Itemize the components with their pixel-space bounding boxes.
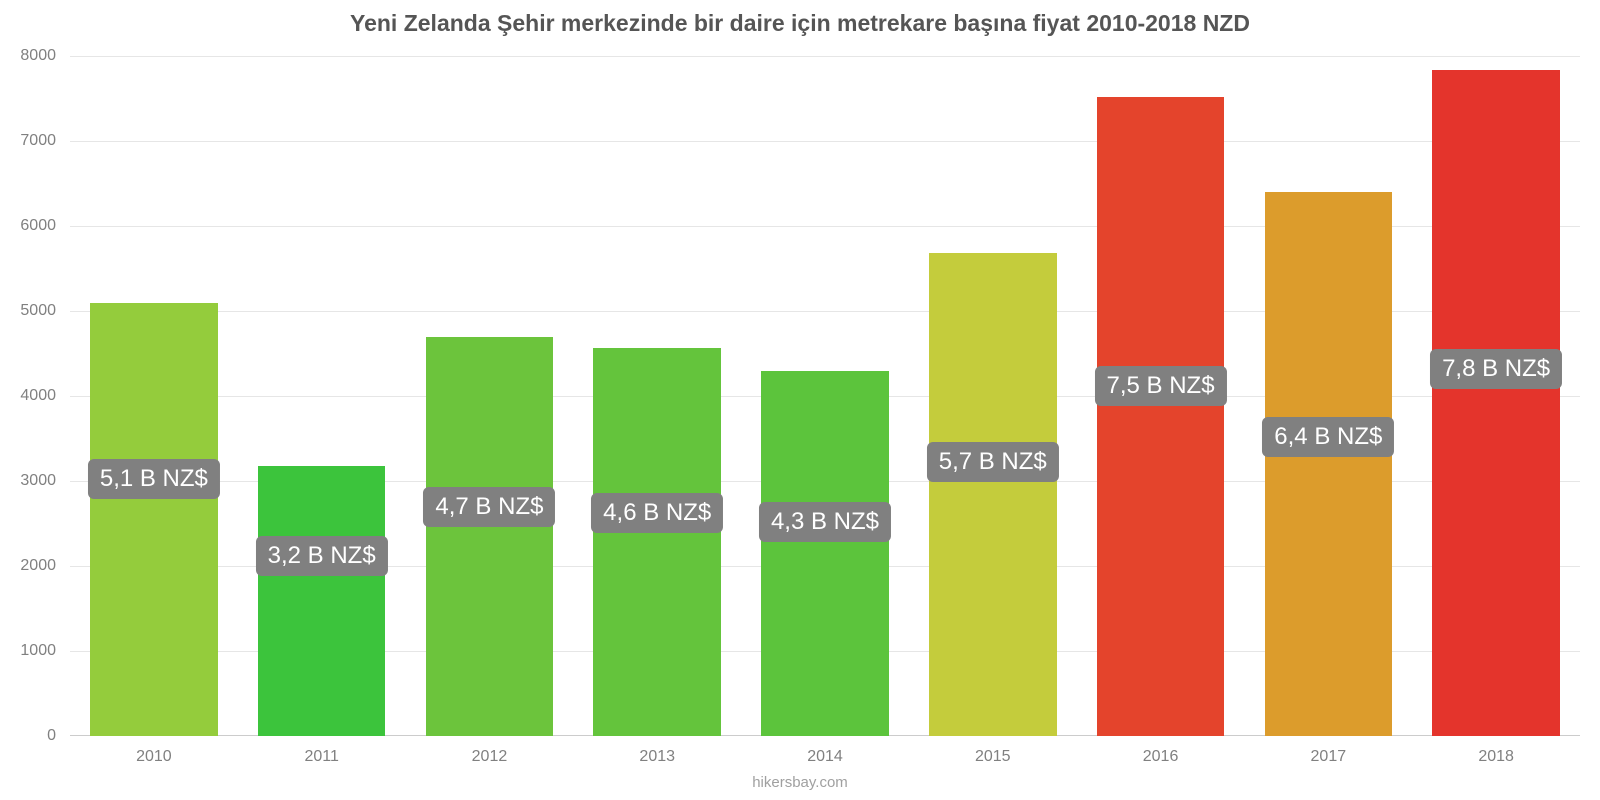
bar bbox=[1265, 192, 1393, 736]
x-tick-label: 2015 bbox=[975, 736, 1011, 766]
source-attribution: hikersbay.com bbox=[0, 774, 1600, 791]
bar bbox=[1097, 97, 1225, 736]
bar-slot: 5,1 B NZ$ bbox=[70, 56, 238, 736]
bar-slot: 4,7 B NZ$ bbox=[406, 56, 574, 736]
x-tick-label: 2010 bbox=[136, 736, 172, 766]
bar-slot: 6,4 B NZ$ bbox=[1244, 56, 1412, 736]
x-tick-label: 2017 bbox=[1311, 736, 1347, 766]
bar-value-label: 6,4 B NZ$ bbox=[1262, 417, 1394, 457]
bar-value-label: 4,7 B NZ$ bbox=[423, 487, 555, 527]
x-tick-label: 2018 bbox=[1478, 736, 1514, 766]
bar bbox=[593, 348, 721, 736]
y-tick-label: 5000 bbox=[20, 302, 70, 320]
y-tick-label: 0 bbox=[47, 727, 70, 745]
x-tick-label: 2011 bbox=[304, 736, 338, 766]
chart-container: Yeni Zelanda Şehir merkezinde bir daire … bbox=[0, 0, 1600, 800]
bar-slot: 5,7 B NZ$ bbox=[909, 56, 1077, 736]
bar bbox=[1432, 70, 1560, 736]
x-tick-label: 2013 bbox=[639, 736, 675, 766]
y-tick-label: 7000 bbox=[20, 132, 70, 150]
bar-slot: 4,6 B NZ$ bbox=[573, 56, 741, 736]
bar-slot: 7,8 B NZ$ bbox=[1412, 56, 1580, 736]
bar-value-label: 3,2 B NZ$ bbox=[256, 536, 388, 576]
bar-slot: 4,3 B NZ$ bbox=[741, 56, 909, 736]
x-tick-label: 2014 bbox=[807, 736, 843, 766]
bar bbox=[90, 303, 218, 737]
y-tick-label: 3000 bbox=[20, 472, 70, 490]
bar-value-label: 7,5 B NZ$ bbox=[1095, 366, 1227, 406]
bar-value-label: 7,8 B NZ$ bbox=[1430, 349, 1562, 389]
bar-value-label: 4,6 B NZ$ bbox=[591, 493, 723, 533]
y-tick-label: 8000 bbox=[20, 47, 70, 65]
bar bbox=[929, 253, 1057, 736]
bar bbox=[426, 337, 554, 737]
y-tick-label: 1000 bbox=[20, 642, 70, 660]
x-tick-label: 2012 bbox=[472, 736, 508, 766]
bar-value-label: 5,7 B NZ$ bbox=[927, 442, 1059, 482]
y-tick-label: 6000 bbox=[20, 217, 70, 235]
y-tick-label: 2000 bbox=[20, 557, 70, 575]
bar-value-label: 4,3 B NZ$ bbox=[759, 502, 891, 542]
bar-slot: 7,5 B NZ$ bbox=[1077, 56, 1245, 736]
bar-value-label: 5,1 B NZ$ bbox=[88, 459, 220, 499]
plot-area: 0100020003000400050006000700080005,1 B N… bbox=[70, 56, 1580, 736]
bar bbox=[761, 371, 889, 737]
y-tick-label: 4000 bbox=[20, 387, 70, 405]
bar-slot: 3,2 B NZ$ bbox=[238, 56, 406, 736]
chart-title: Yeni Zelanda Şehir merkezinde bir daire … bbox=[0, 10, 1600, 37]
x-tick-label: 2016 bbox=[1143, 736, 1179, 766]
bar bbox=[258, 466, 386, 736]
